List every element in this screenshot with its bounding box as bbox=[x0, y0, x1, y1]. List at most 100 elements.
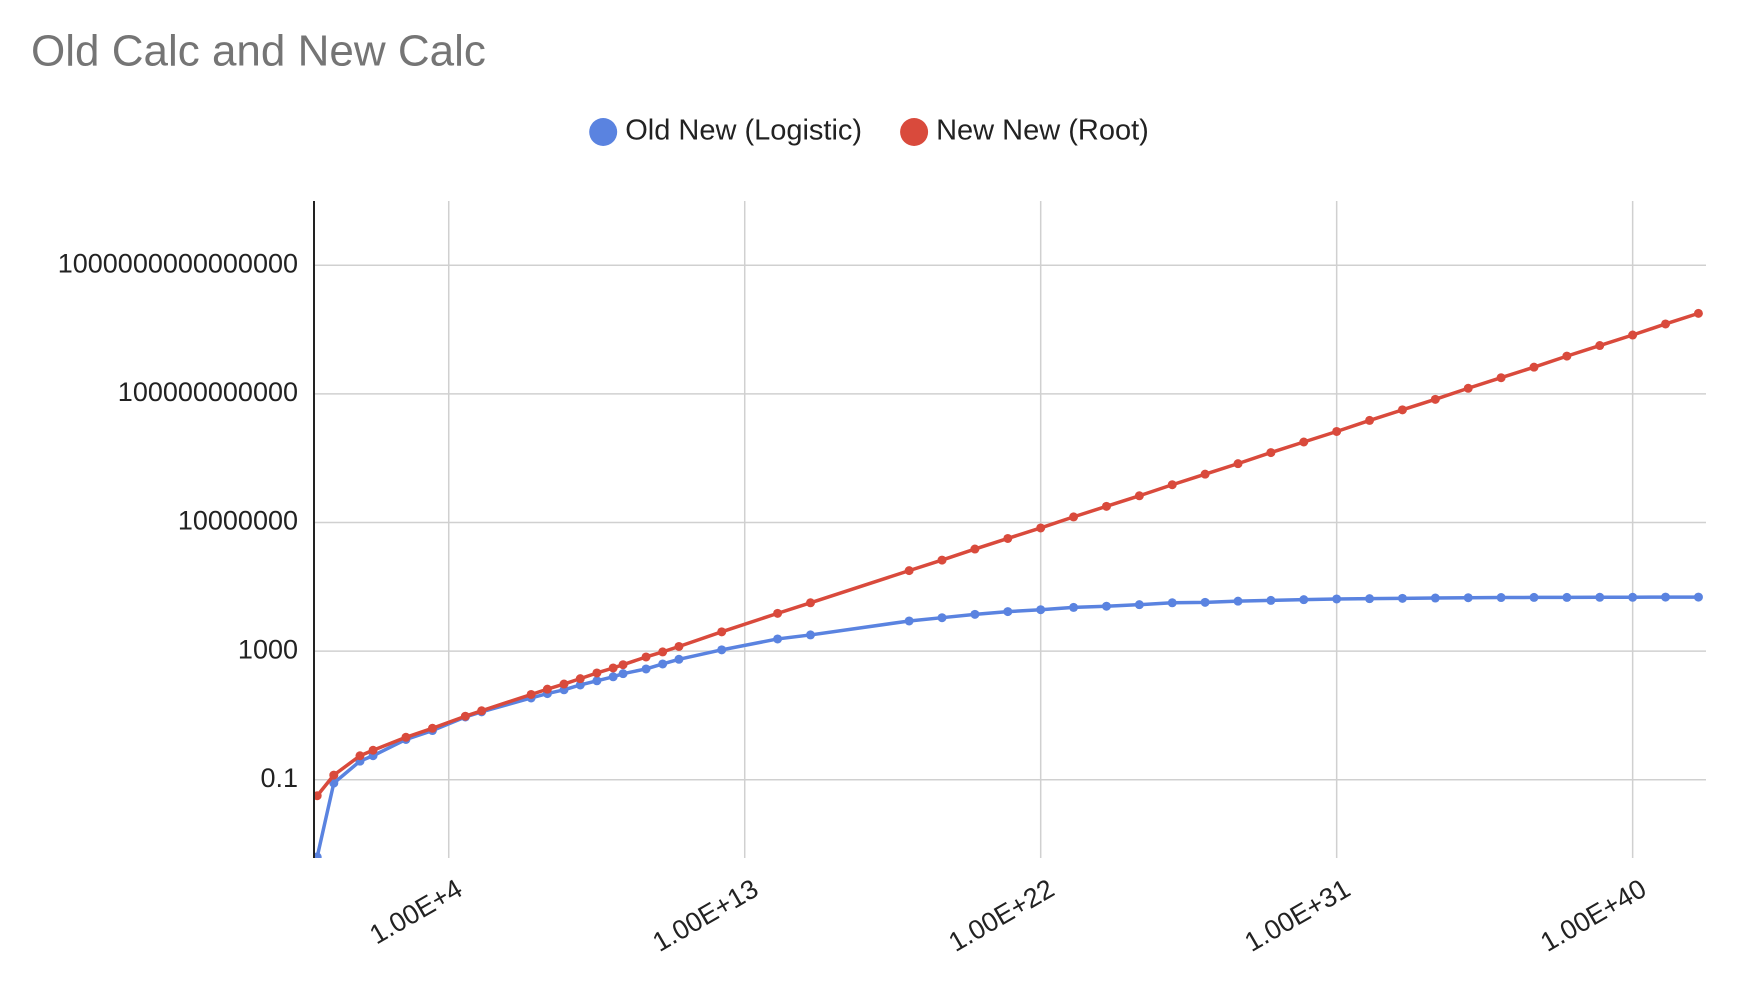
data-point bbox=[1661, 319, 1671, 329]
data-point bbox=[1661, 592, 1671, 602]
data-point bbox=[1562, 592, 1572, 602]
data-point bbox=[542, 684, 552, 694]
data-point bbox=[717, 627, 727, 637]
data-point bbox=[477, 706, 487, 716]
data-point bbox=[559, 679, 569, 689]
y-tick-label: 1000 bbox=[238, 634, 298, 664]
legend-label: New New (Root) bbox=[936, 115, 1149, 147]
legend-swatch bbox=[589, 118, 618, 146]
data-point bbox=[526, 689, 536, 699]
data-point bbox=[1233, 596, 1243, 606]
x-tick-label: 1.00E+22 bbox=[943, 873, 1059, 957]
data-point bbox=[1529, 362, 1539, 372]
data-point bbox=[1266, 595, 1276, 605]
data-point bbox=[717, 645, 727, 655]
grid bbox=[314, 201, 1706, 858]
data-point bbox=[904, 616, 914, 626]
data-point bbox=[592, 676, 602, 686]
y-tick-label: 0.1 bbox=[260, 763, 298, 793]
data-point bbox=[1463, 593, 1473, 603]
data-point bbox=[904, 566, 914, 576]
data-point bbox=[805, 598, 815, 608]
data-point bbox=[773, 608, 783, 618]
data-point bbox=[1233, 459, 1243, 469]
chart-title: Old Calc and New Calc bbox=[31, 27, 486, 76]
data-point bbox=[658, 659, 668, 669]
data-point bbox=[970, 544, 980, 554]
data-point bbox=[1430, 394, 1440, 404]
data-point bbox=[460, 711, 470, 721]
legend: Old New (Logistic) New New (Root) bbox=[589, 115, 1149, 147]
data-point bbox=[355, 751, 365, 761]
data-point bbox=[658, 647, 668, 657]
plot-area bbox=[314, 308, 1703, 858]
data-point bbox=[805, 630, 815, 640]
data-point bbox=[1463, 383, 1473, 393]
data-point bbox=[1496, 593, 1506, 603]
data-point bbox=[1628, 330, 1638, 340]
data-point bbox=[329, 770, 339, 780]
data-point bbox=[401, 732, 411, 742]
data-point bbox=[773, 634, 783, 644]
data-point bbox=[1365, 594, 1375, 604]
legend-item: Old New (Logistic) bbox=[589, 115, 862, 147]
data-point bbox=[575, 674, 585, 684]
data-point bbox=[641, 652, 651, 662]
data-point bbox=[937, 613, 947, 623]
data-point bbox=[1200, 597, 1210, 607]
data-point bbox=[1595, 592, 1605, 602]
data-point bbox=[1397, 405, 1407, 415]
data-point bbox=[1299, 595, 1309, 605]
data-point bbox=[1332, 594, 1342, 604]
legend-label: Old New (Logistic) bbox=[625, 115, 862, 147]
data-point bbox=[1036, 605, 1046, 615]
data-point bbox=[427, 723, 437, 733]
data-point bbox=[329, 778, 339, 788]
data-point bbox=[575, 680, 585, 690]
data-point bbox=[1003, 607, 1013, 617]
data-point bbox=[1496, 373, 1506, 383]
data-point bbox=[608, 663, 618, 673]
data-point bbox=[618, 660, 628, 670]
data-point bbox=[608, 672, 618, 682]
x-tick-label: 1.00E+31 bbox=[1239, 873, 1355, 957]
data-point bbox=[1562, 351, 1572, 361]
data-point bbox=[1628, 592, 1638, 602]
data-point bbox=[368, 745, 378, 755]
data-point bbox=[1003, 533, 1013, 543]
data-point bbox=[1167, 598, 1177, 608]
y-tick-label: 10000000 bbox=[178, 506, 298, 536]
legend-swatch bbox=[900, 118, 929, 146]
x-tick-label: 1.00E+40 bbox=[1535, 873, 1651, 957]
data-point bbox=[1200, 469, 1210, 479]
data-point bbox=[1101, 501, 1111, 511]
data-point bbox=[1430, 593, 1440, 603]
data-point bbox=[618, 669, 628, 679]
data-point bbox=[1167, 480, 1177, 490]
data-point bbox=[1266, 448, 1276, 458]
data-point bbox=[592, 668, 602, 678]
axes: 0.1 1000 10000000 100000000000 1000000000000… bbox=[58, 115, 1651, 958]
data-point bbox=[314, 791, 322, 801]
data-point bbox=[1299, 437, 1309, 447]
data-point bbox=[1134, 491, 1144, 501]
data-point bbox=[1134, 600, 1144, 610]
x-tick-label: 1.00E+13 bbox=[648, 873, 764, 957]
data-point bbox=[314, 852, 322, 858]
y-tick-label: 1000000000000000 bbox=[58, 248, 298, 278]
data-point bbox=[1036, 523, 1046, 533]
series-line bbox=[315, 311, 1699, 797]
data-point bbox=[674, 641, 684, 651]
data-point bbox=[1397, 593, 1407, 603]
data-point bbox=[1332, 426, 1342, 436]
data-point bbox=[1365, 415, 1375, 425]
data-point bbox=[970, 609, 980, 619]
data-point bbox=[1069, 602, 1079, 612]
series-line bbox=[315, 595, 1699, 858]
data-point bbox=[1101, 601, 1111, 611]
data-point bbox=[1595, 341, 1605, 351]
data-point bbox=[937, 555, 947, 565]
data-point bbox=[1069, 512, 1079, 522]
data-point bbox=[1693, 308, 1703, 318]
